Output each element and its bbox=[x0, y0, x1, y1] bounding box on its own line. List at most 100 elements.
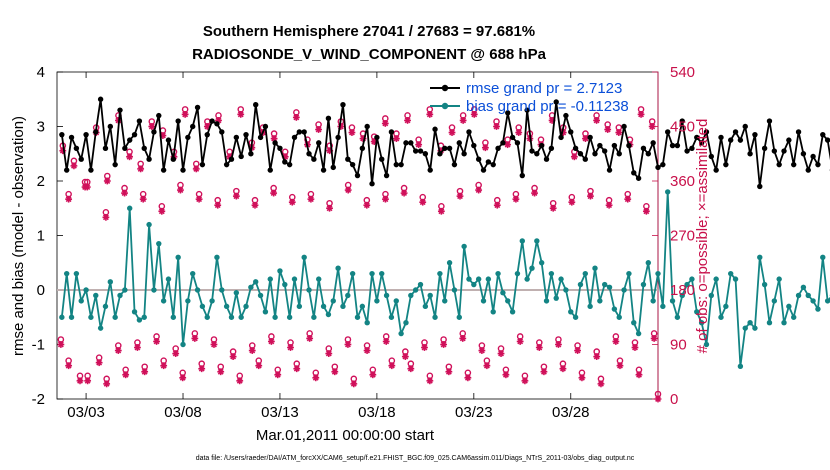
x-tick-label: 03/18 bbox=[358, 404, 396, 421]
rmse-point bbox=[669, 142, 676, 149]
rmse-point bbox=[359, 145, 366, 151]
rmse-point bbox=[631, 170, 637, 176]
obs-assimilated-marker bbox=[637, 110, 645, 118]
rmse-point bbox=[272, 140, 278, 146]
rmse-point bbox=[170, 156, 177, 162]
bias-point bbox=[122, 287, 128, 293]
rmse-point bbox=[655, 164, 661, 171]
obs-assimilated-marker bbox=[363, 347, 371, 354]
rmse-point bbox=[398, 161, 404, 168]
bias-point bbox=[616, 314, 622, 320]
bias-point bbox=[698, 320, 705, 326]
bias-point bbox=[679, 292, 685, 299]
bias-point bbox=[233, 290, 240, 296]
obs-assimilated-marker bbox=[382, 195, 389, 203]
rmse-point bbox=[262, 123, 269, 130]
bias-point bbox=[165, 276, 172, 282]
obs-assimilated-marker bbox=[315, 126, 322, 133]
bias-point bbox=[107, 279, 114, 285]
obs-assimilated-marker bbox=[642, 207, 650, 215]
rmse-point bbox=[694, 134, 700, 141]
obs-assimilated-marker bbox=[459, 335, 467, 342]
obs-assimilated-marker bbox=[504, 141, 512, 149]
bias-point bbox=[131, 309, 138, 315]
obs-assimilated-marker bbox=[593, 353, 601, 361]
rmse-point bbox=[815, 161, 821, 168]
obs-assimilated-marker bbox=[292, 114, 300, 121]
bias-point bbox=[214, 254, 220, 260]
chart-title-line1: Southern Hemisphere 27041 / 27683 = 97.6… bbox=[203, 23, 535, 40]
obs-assimilated-marker bbox=[582, 135, 589, 143]
bias-point bbox=[359, 303, 366, 310]
bias-point bbox=[442, 298, 448, 304]
bias-point bbox=[340, 303, 346, 310]
y-left-tick-label: 3 bbox=[37, 119, 45, 136]
obs-assimilated-marker bbox=[214, 201, 222, 209]
obs-assimilated-marker bbox=[388, 362, 396, 370]
rmse-point bbox=[112, 161, 118, 168]
obs-assimilated-marker bbox=[570, 153, 578, 161]
bias-point bbox=[635, 330, 642, 337]
rmse-point bbox=[379, 156, 385, 162]
obs-assimilated-marker bbox=[493, 201, 501, 209]
bias-point bbox=[194, 287, 201, 293]
obs-assimilated-marker bbox=[95, 359, 103, 367]
rmse-point bbox=[791, 161, 797, 168]
rmse-point bbox=[485, 159, 492, 165]
rmse-point bbox=[432, 126, 438, 132]
y-right-tick-label: 90 bbox=[670, 337, 687, 354]
obs-assimilated-marker bbox=[307, 195, 315, 203]
obs-assimilated-marker bbox=[270, 189, 278, 197]
rmse-point bbox=[548, 145, 555, 151]
obs-assimilated-marker bbox=[217, 368, 225, 376]
rmse-point bbox=[500, 140, 506, 146]
bias-point bbox=[253, 279, 259, 285]
legend-rmse-marker bbox=[441, 84, 449, 92]
bias-point bbox=[180, 341, 186, 348]
rmse-point bbox=[107, 123, 114, 130]
bias-point bbox=[238, 314, 244, 320]
bias-point bbox=[160, 298, 167, 304]
bias-point bbox=[723, 303, 729, 310]
rmse-point bbox=[747, 151, 753, 157]
obs-assimilated-marker bbox=[158, 207, 166, 215]
obs-assimilated-marker bbox=[497, 350, 505, 357]
y-left-tick-label: 1 bbox=[37, 228, 45, 245]
rmse-point bbox=[320, 167, 327, 173]
bias-point bbox=[68, 314, 75, 320]
obs-assimilated-marker bbox=[177, 186, 184, 194]
rmse-point bbox=[475, 156, 482, 162]
rmse-point bbox=[204, 131, 210, 138]
bias-point bbox=[718, 314, 724, 320]
rmse-point bbox=[800, 151, 807, 157]
obs-assimilated-marker bbox=[574, 347, 581, 354]
rmse-point bbox=[335, 134, 341, 141]
rmse-point bbox=[684, 148, 690, 154]
bias-point bbox=[485, 276, 492, 282]
bias-point bbox=[524, 276, 530, 282]
obs-assimilated-marker bbox=[114, 347, 122, 354]
bias-point bbox=[689, 276, 695, 282]
rmse-point bbox=[427, 167, 433, 173]
bias-point bbox=[597, 298, 603, 304]
bias-point bbox=[606, 284, 613, 290]
bias-point bbox=[156, 240, 162, 247]
rmse-point bbox=[160, 167, 167, 173]
rmse-point bbox=[316, 140, 322, 146]
obs-assimilated-marker bbox=[456, 192, 464, 200]
bias-point bbox=[102, 303, 109, 310]
bias-point bbox=[330, 298, 336, 304]
obs-assimilated-marker bbox=[559, 365, 567, 373]
obs-assimilated-marker bbox=[464, 374, 472, 382]
obs-assimilated-marker bbox=[236, 377, 244, 385]
rmse-point bbox=[393, 161, 399, 168]
bias-point bbox=[296, 303, 303, 310]
bias-point bbox=[243, 303, 249, 310]
bias-point bbox=[611, 306, 618, 312]
obs-assimilated-marker bbox=[516, 338, 524, 345]
rmse-point bbox=[228, 156, 235, 162]
bias-point bbox=[345, 292, 351, 299]
obs-assimilated-marker bbox=[393, 135, 400, 143]
rmse-point bbox=[713, 167, 719, 173]
rmse-line bbox=[60, 98, 830, 188]
